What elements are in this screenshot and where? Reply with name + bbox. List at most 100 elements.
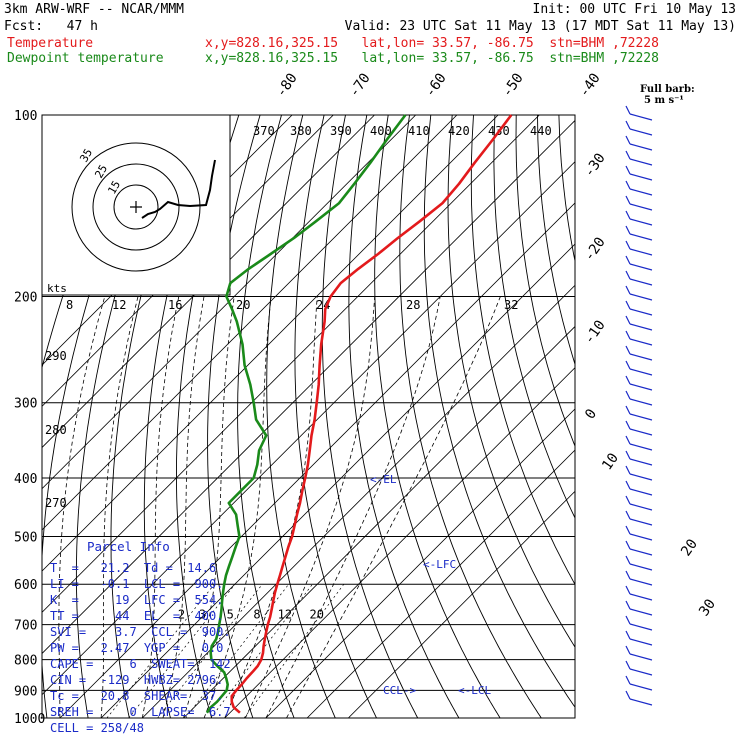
parcel-info-row: SREH = 0 LAPSE= 6.7	[50, 705, 231, 719]
isotherm-label: -10	[581, 317, 609, 347]
wind-barb	[625, 360, 653, 376]
pressure-tick-300: 300	[14, 397, 37, 412]
parcel-info-row: TT = 44 EL = 400.	[50, 609, 224, 623]
theta-label: 370	[253, 124, 275, 138]
pressure-tick-800: 800	[14, 654, 37, 669]
isotherm-label: -70	[346, 70, 374, 100]
wind-barb	[625, 255, 653, 271]
init-time: Init: 00 UTC Fri 10 May 13	[532, 2, 737, 17]
isotherm	[100, 243, 575, 718]
wind-barb	[625, 345, 653, 361]
hodograph-trace	[141, 159, 216, 219]
wind-barb	[625, 180, 653, 196]
isotherm	[348, 490, 575, 718]
dry-adiabat	[374, 115, 501, 718]
parcel-info-row: CIN = -129 HWBZ= 2796.	[50, 673, 224, 687]
isotherm	[265, 408, 575, 718]
dry-adiabat	[602, 115, 740, 718]
dry-adiabat	[207, 115, 261, 718]
dry-adiabat	[447, 115, 575, 648]
moist-adiabat	[100, 296, 139, 718]
wind-barb	[625, 615, 653, 631]
lfc-marker: <-LFC	[423, 558, 456, 571]
hodograph-ring-label: 35	[77, 147, 95, 165]
wind-barb	[625, 570, 653, 586]
hodograph-ring-label: 25	[92, 163, 110, 181]
moist-adiabat	[162, 296, 205, 718]
dry-adiabat	[493, 115, 575, 520]
hodograph-ring-label: 15	[105, 179, 123, 197]
parcel-info-row: T = 21.2 Td = 14.6	[50, 561, 217, 575]
wind-barb	[625, 630, 653, 646]
plot-frame	[41, 114, 576, 719]
wind-barb	[625, 135, 653, 151]
temperature-profile	[230, 114, 513, 714]
mixing-ratio-label: 8	[253, 608, 260, 622]
pressure-tick-100: 100	[14, 109, 37, 124]
wind-barb	[625, 480, 653, 496]
barb-legend: Full barb:	[640, 84, 695, 95]
isotherm	[42, 119, 575, 655]
isotherm	[183, 325, 575, 718]
isotherm-label: -30	[581, 150, 609, 180]
theta-label: 380	[290, 124, 312, 138]
dry-adiabat	[537, 115, 575, 366]
wind-barb	[625, 600, 653, 616]
dry-adiabat	[321, 115, 419, 718]
hodograph-center	[130, 201, 142, 213]
isotherm	[224, 367, 575, 718]
isotherm	[42, 161, 575, 696]
wind-barb	[625, 435, 653, 451]
theta-label: 420	[448, 124, 470, 138]
dry-adiabat	[75, 115, 176, 718]
dewpoint-location: x,y=828.16,325.15 lat,lon= 33.57, -86.75…	[205, 51, 659, 66]
dry-adiabat	[42, 115, 133, 370]
wind-barbs	[625, 105, 653, 706]
wind-barb	[625, 300, 653, 316]
isotherm-label: 30	[696, 596, 719, 619]
temperature-legend: Temperature	[7, 36, 94, 51]
hodograph-unit: kts	[47, 282, 67, 295]
theta-label: 440	[530, 124, 552, 138]
el-marker: <-EL	[370, 473, 397, 486]
wind-barb	[625, 540, 653, 556]
theta-label: 280	[45, 423, 67, 437]
isotherm	[42, 115, 499, 572]
moist-adiabat	[244, 296, 376, 718]
temperature-location: x,y=828.16,325.15 lat,lon= 33.57, -86.75…	[205, 36, 659, 51]
wind-barb	[625, 555, 653, 571]
pressure-tick-900: 900	[14, 684, 37, 699]
dewpoint-profile	[205, 114, 407, 714]
forecast-hour: Fcst: 47 h	[4, 19, 98, 34]
hodograph-speed-tick: 28	[406, 298, 420, 312]
pressure-tick-500: 500	[14, 530, 37, 545]
isotherm-label: -50	[499, 70, 527, 100]
wind-barb	[625, 120, 653, 136]
mixing-ratio-line	[106, 583, 215, 718]
parcel-info-row: LI = -0.1 LCL = 900.	[50, 577, 224, 591]
mixing-ratio-label: 20	[310, 608, 324, 622]
dry-adiabat	[143, 115, 218, 718]
pressure-tick-700: 700	[14, 619, 37, 634]
dry-adiabat	[470, 115, 575, 586]
moist-adiabat	[286, 296, 501, 718]
valid-time: Valid: 23 UTC Sat 11 May 13 (17 MDT Sat …	[344, 19, 736, 34]
isotherm-label: -20	[581, 234, 609, 264]
isotherm	[42, 115, 375, 449]
dry-adiabat	[110, 115, 197, 718]
mixing-ratio-label: 12	[278, 608, 292, 622]
dry-adiabat	[176, 115, 240, 718]
hodograph-speed-tick: 20	[236, 298, 250, 312]
model-title: 3km ARW-WRF -- NCAR/MMM	[4, 2, 185, 17]
isotherm	[142, 284, 575, 718]
wind-barb	[625, 165, 653, 181]
pressure-tick-600: 600	[14, 578, 37, 593]
ccl-marker: CCL->	[383, 684, 416, 697]
dry-adiabat	[399, 115, 542, 718]
wind-barb	[625, 240, 653, 256]
wind-barb	[625, 525, 653, 541]
wind-barb	[625, 315, 653, 331]
parcel-info-background	[47, 537, 230, 727]
pressure-tick-200: 200	[14, 291, 37, 306]
dewpoint-legend: Dewpoint temperature	[7, 51, 164, 66]
